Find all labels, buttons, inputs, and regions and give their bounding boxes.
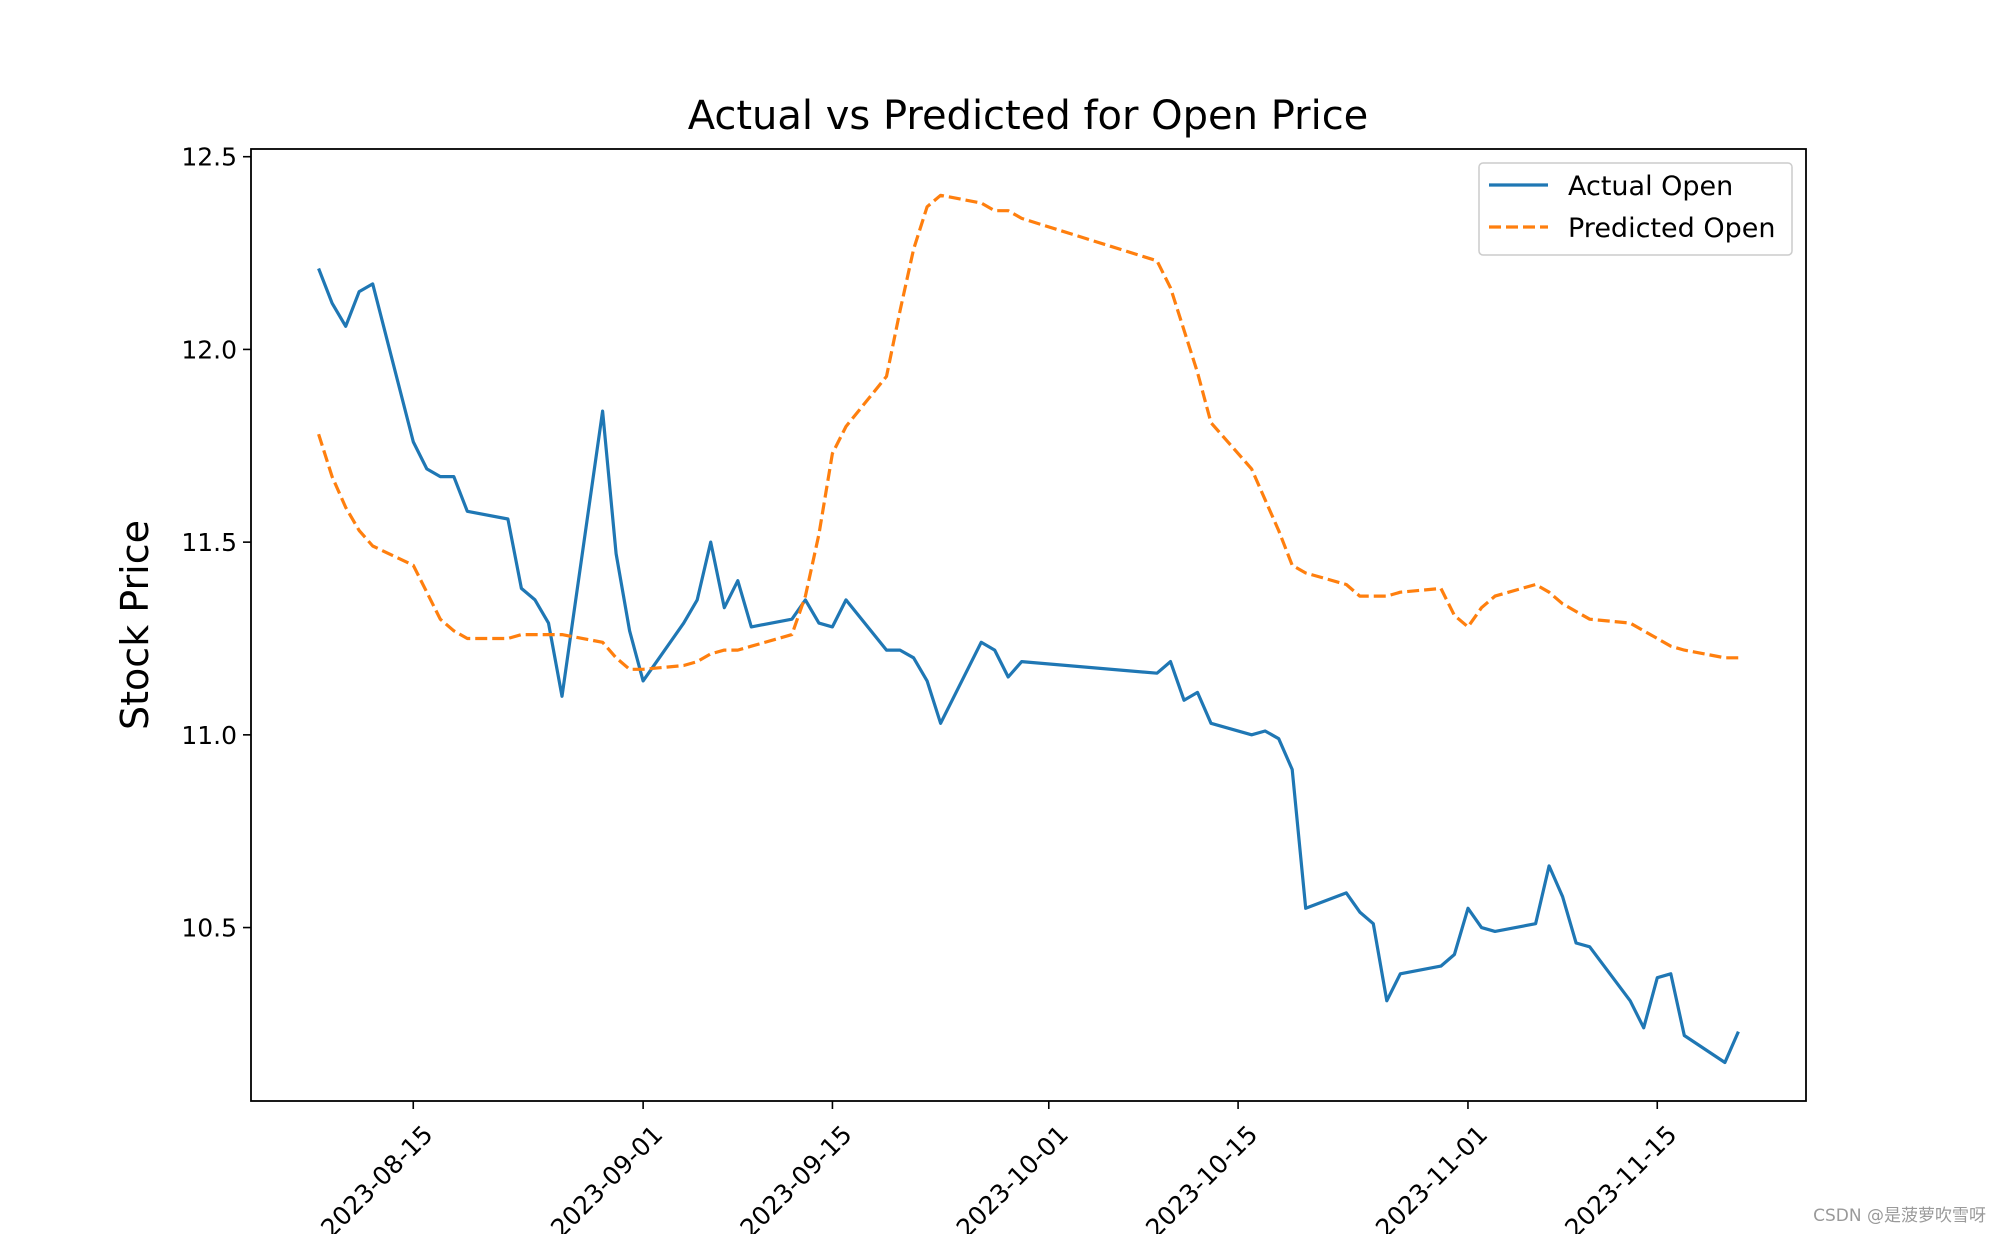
x-tick-label: 2023-11-15 [1559,1120,1682,1234]
y-tick-label: 11.5 [181,528,237,557]
x-tick-label: 2023-11-01 [1370,1120,1493,1234]
legend-label-predicted: Predicted Open [1568,213,1775,244]
x-tick-label: 2023-09-15 [734,1120,857,1234]
y-tick-label: 12.5 [181,143,237,172]
legend: Actual Open Predicted Open [1478,162,1793,256]
x-tick-label: 2023-10-01 [951,1120,1074,1234]
series-layer [317,193,1740,1065]
series-line-actual-open [317,267,1740,1065]
legend-box [1478,162,1793,256]
y-tick-label: 12.0 [181,335,237,364]
y-tick-label: 11.0 [181,721,237,750]
y-tick-label: 10.5 [181,914,237,943]
series-line-predicted-open [317,193,1739,671]
ticks-layer: 10.5 11.0 11.5 12.0 12.5 2023-08-15 2023-09-01… [181,143,1682,1234]
x-tick-label: 2023-10-15 [1140,1120,1263,1234]
y-axis-label: Stock Price [113,520,157,730]
legend-label-actual: Actual Open [1568,171,1733,202]
x-tick-label: 2023-09-01 [545,1120,668,1234]
x-tick-label: 2023-08-15 [315,1120,438,1234]
watermark: CSDN @是菠萝吹雪呀 [1813,1206,1986,1226]
plot-frame [250,148,1807,1102]
chart-title: Actual vs Predicted for Open Price [688,93,1369,139]
